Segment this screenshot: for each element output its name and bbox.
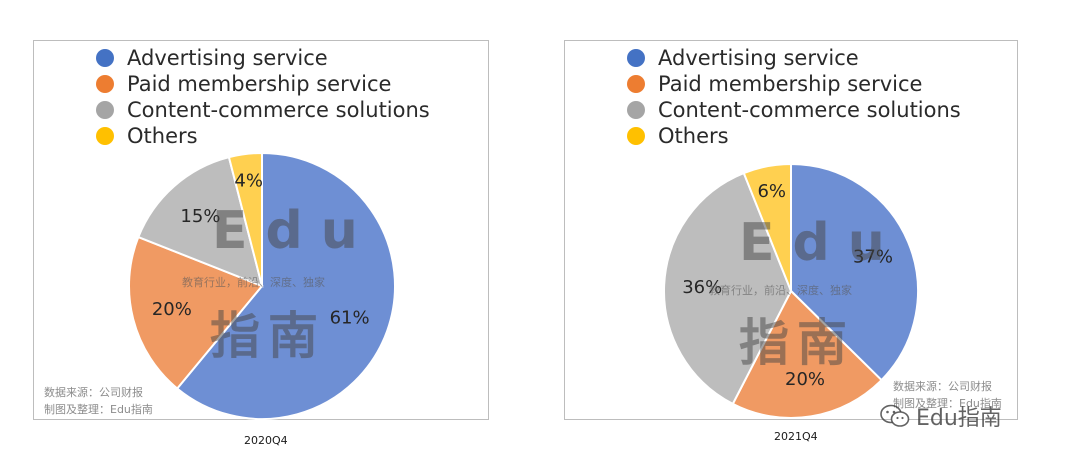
legend-swatch xyxy=(627,101,645,119)
pie-slice-others xyxy=(742,162,792,292)
legend: Advertising service Paid membership serv… xyxy=(627,45,961,149)
legend-label: Content-commerce solutions xyxy=(658,98,961,122)
legend-swatch xyxy=(96,101,114,119)
pie-data-label-content: 15% xyxy=(180,206,220,227)
legend-item-membership: Paid membership service xyxy=(627,71,961,97)
pie-slice-membership xyxy=(731,289,883,419)
source-line: 数据来源：公司财报 xyxy=(893,380,992,393)
pie-chart-2020q4: 61% 20% 15% 4% xyxy=(128,151,396,420)
pie-data-label-membership: 20% xyxy=(152,299,192,320)
chart-caption-2020q4: 2020Q4 xyxy=(244,434,288,447)
chart-caption-2021q4: 2021Q4 xyxy=(774,430,818,443)
legend-item-membership: Paid membership service xyxy=(96,71,430,97)
pie-slice-membership xyxy=(128,235,264,390)
source-note: 数据来源：公司财报 制图及整理：Edu指南 xyxy=(44,384,153,418)
pie-slice-content xyxy=(137,155,264,288)
chart-panel-2020q4: Advertising service Paid membership serv… xyxy=(33,40,489,420)
pie-slice-content xyxy=(663,171,793,406)
chart-panel-2021q4: Advertising service Paid membership serv… xyxy=(564,40,1018,420)
legend-label: Paid membership service xyxy=(658,72,923,96)
legend-label: Advertising service xyxy=(127,46,328,70)
legend-swatch xyxy=(96,49,114,67)
wechat-account-name: Edu指南 xyxy=(916,406,1002,431)
pie-slice-advertising xyxy=(790,162,919,382)
legend-label: Others xyxy=(127,124,198,148)
legend-label: Advertising service xyxy=(658,46,859,70)
pie-data-label-advertising: 61% xyxy=(330,308,370,329)
pie-data-label-membership: 20% xyxy=(785,369,825,390)
source-line: 制图及整理：Edu指南 xyxy=(44,403,153,416)
legend-label: Others xyxy=(658,124,729,148)
pie-data-label-others: 4% xyxy=(234,170,263,191)
legend-label: Paid membership service xyxy=(127,72,392,96)
pie-chart-2021q4: 37% 20% 36% 6% xyxy=(663,162,919,419)
legend-swatch xyxy=(627,75,645,93)
legend-item-content: Content-commerce solutions xyxy=(627,97,961,123)
legend-swatch xyxy=(627,127,645,145)
wechat-account-mark: Edu指南 xyxy=(880,400,1002,432)
legend: Advertising service Paid membership serv… xyxy=(96,45,430,149)
legend-item-content: Content-commerce solutions xyxy=(96,97,430,123)
pie-data-label-advertising: 37% xyxy=(853,247,893,268)
wechat-icon xyxy=(880,404,910,427)
legend-swatch xyxy=(627,49,645,67)
source-line: 制图及整理：Edu指南 xyxy=(893,397,1002,410)
legend-item-others: Others xyxy=(627,123,961,149)
source-note: 数据来源：公司财报 制图及整理：Edu指南 xyxy=(893,378,1002,412)
legend-item-others: Others xyxy=(96,123,430,149)
pie-data-label-content: 36% xyxy=(682,277,722,298)
pie-slice-others xyxy=(227,151,263,287)
legend-swatch xyxy=(96,75,114,93)
legend-item-advertising: Advertising service xyxy=(627,45,961,71)
source-line: 数据来源：公司财报 xyxy=(44,386,143,399)
pie-data-label-others: 6% xyxy=(757,181,786,202)
pie-slice-advertising xyxy=(175,151,396,420)
legend-swatch xyxy=(96,127,114,145)
legend-label: Content-commerce solutions xyxy=(127,98,430,122)
legend-item-advertising: Advertising service xyxy=(96,45,430,71)
